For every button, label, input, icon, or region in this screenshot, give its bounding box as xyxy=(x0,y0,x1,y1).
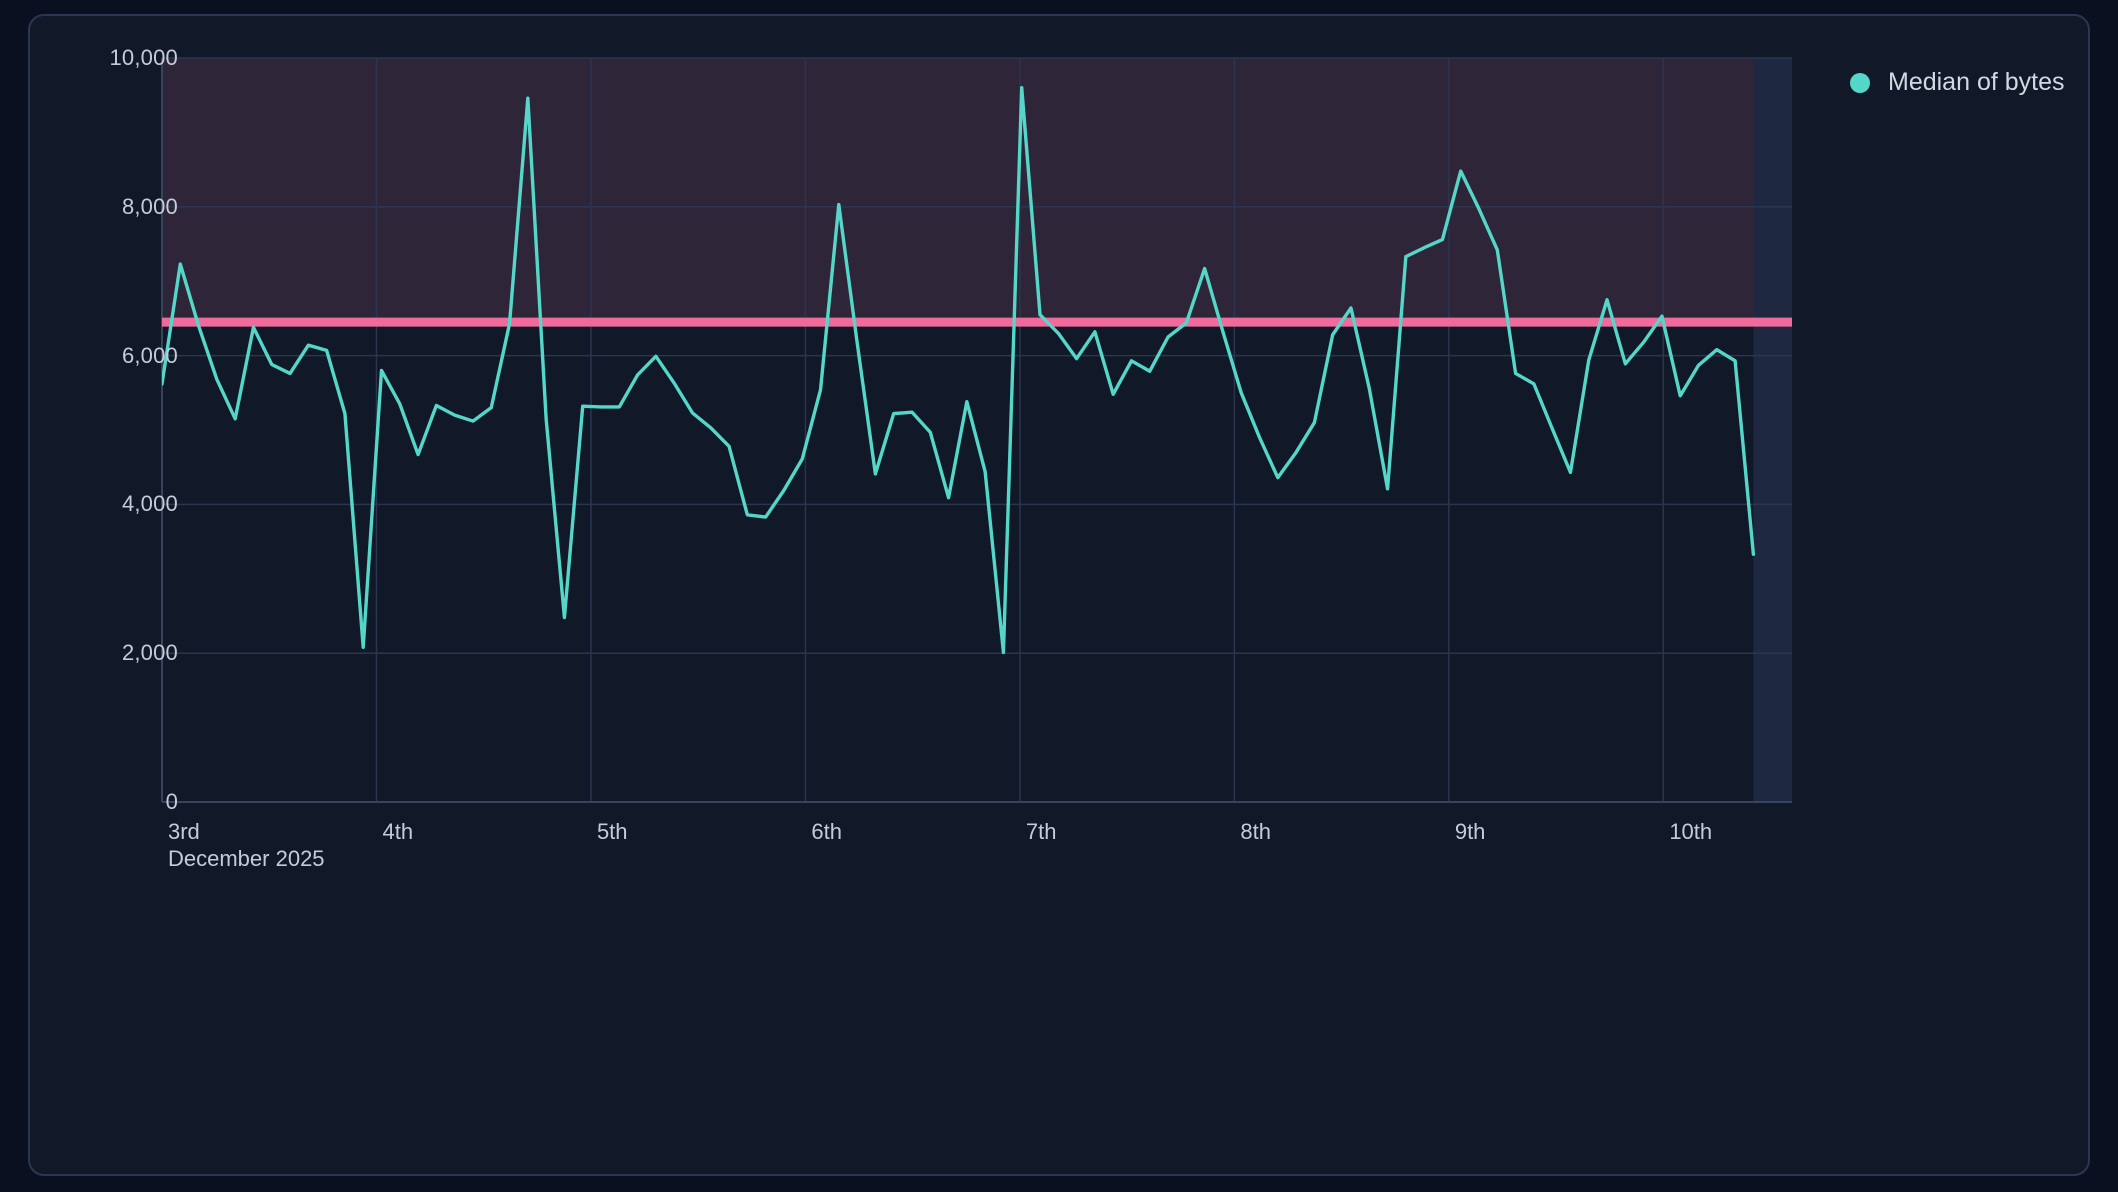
threshold-band-above xyxy=(162,58,1792,323)
x-axis-tick-label: 5th xyxy=(596,819,628,844)
chart-area[interactable]: 0 2,000 4,000 6,000 8,000 10,000 3rd December … xyxy=(30,16,1830,1178)
y-axis-tick-labels: 0 2,000 4,000 6,000 8,000 10,000 xyxy=(30,16,178,1178)
line-chart-plot[interactable] xyxy=(30,16,1830,1178)
x-axis-tick-label: 8th xyxy=(1240,819,1271,844)
y-axis-tick-label: 6,000 xyxy=(121,342,178,368)
chart-panel: 0 2,000 4,000 6,000 8,000 10,000 3rd December … xyxy=(28,14,2090,1176)
x-axis-tick-label: 6th xyxy=(811,819,842,844)
x-axis-tick-label: 4th xyxy=(382,819,414,844)
y-axis-tick-label: 10,000 xyxy=(109,45,178,70)
x-axis-tick-label: 3rd December 2025 xyxy=(168,819,325,872)
x-axis-range-sublabel: December 2025 xyxy=(168,846,325,872)
legend-marker-icon xyxy=(1850,72,1870,93)
y-axis-tick-label: 0 xyxy=(165,789,178,814)
partial-bucket-band xyxy=(1753,58,1792,802)
y-axis-tick-label: 4,000 xyxy=(121,491,178,517)
y-axis-tick-label: 2,000 xyxy=(121,640,178,666)
x-axis-tick-labels: 3rd December 2025 4th 5th 6th 7th 8th 9th 10th xyxy=(30,16,1830,1178)
x-axis-tick-label: 10th xyxy=(1669,819,1713,844)
y-axis-tick-label: 8,000 xyxy=(121,193,178,219)
x-axis-tick-label: 9th xyxy=(1454,819,1486,844)
legend-item-label: Median of bytes xyxy=(1888,68,2065,96)
x-axis-tick-label: 7th xyxy=(1025,819,1057,844)
chart-legend[interactable]: Median of bytes xyxy=(1850,68,2065,97)
series-line-median-of-bytes[interactable] xyxy=(162,86,1756,655)
